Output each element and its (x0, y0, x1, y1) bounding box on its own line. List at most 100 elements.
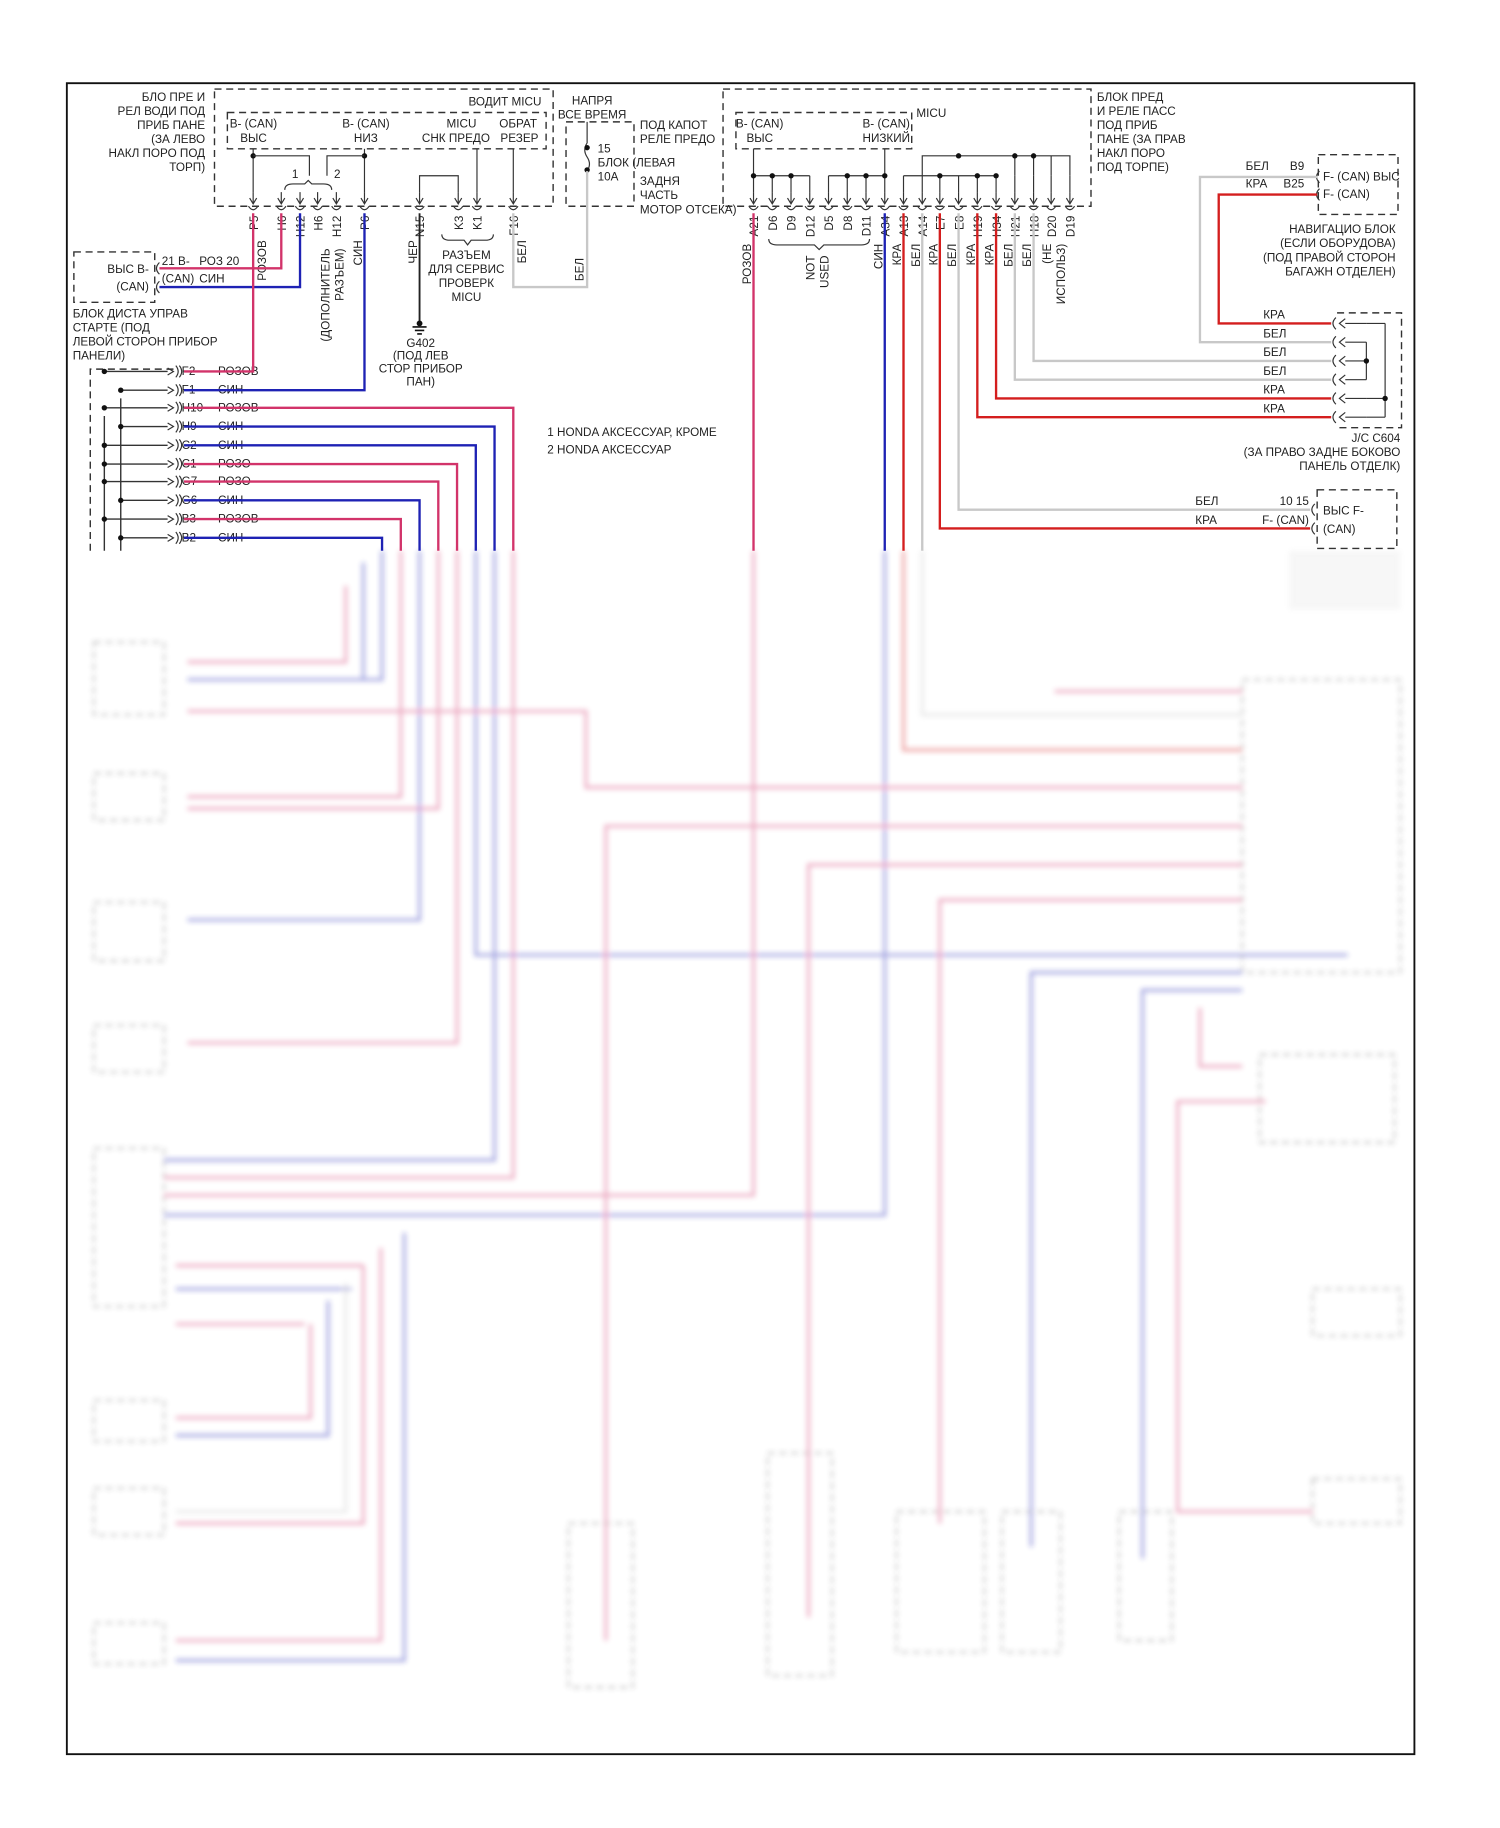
label: ВСЕ ВРЕМЯ (558, 108, 627, 121)
blurred-wire (164, 550, 496, 1162)
label: (CAN) (116, 281, 149, 294)
wire-color-label: КРА (1263, 384, 1285, 397)
fuse-box-title: ПРИБ ПАНЕ (137, 119, 205, 132)
label: 10A (598, 170, 619, 183)
wire-f16-white (512, 171, 589, 289)
label: СТАРТЕ (ПОД (73, 322, 150, 335)
blurred-component (1311, 1288, 1402, 1337)
label: (ПОД ПРАВОЙ СТОРОН (1263, 251, 1396, 264)
blurred-wire (1176, 1100, 1313, 1514)
navigation-unit (1317, 153, 1399, 216)
junction-dot (101, 478, 108, 485)
connector-socket-icon (155, 262, 160, 275)
blurred-component (93, 1487, 165, 1536)
label: 1 (292, 168, 299, 181)
connector-pin-icon (1332, 392, 1346, 405)
fuse-box-title: НАКЛ ПОРО ПОД (109, 147, 206, 160)
wire-color-label: КРА (891, 244, 904, 266)
label: 21 B- (162, 255, 190, 268)
label: G402 (406, 337, 435, 350)
connector-pin-icon (1009, 192, 1021, 211)
pin-label: D11 (861, 216, 874, 237)
connector-pin-icon (1332, 335, 1346, 349)
wire-color-label: СИН (872, 244, 885, 269)
junction-dot (1382, 395, 1388, 402)
blurred-label-block (1289, 550, 1401, 610)
blurred-wire (902, 550, 1243, 752)
wire-color-label: БЕЛ (1021, 244, 1034, 267)
pin-label: A13 (898, 216, 911, 237)
label: NOT (804, 255, 817, 280)
blurred-wire (807, 863, 1243, 1618)
blurred-component (766, 1452, 833, 1677)
label: B25 (1283, 177, 1304, 190)
pin-label: D12 (804, 216, 817, 237)
pin-label: H34 (991, 215, 1004, 237)
connector-pin-icon (167, 401, 183, 415)
label: ЛЕВОЙ СТОРОН ПРИБОР (73, 336, 218, 349)
connector-pin-icon (842, 192, 853, 211)
connector-pin-icon (804, 192, 815, 211)
wire-color-label: БЕЛ (910, 244, 923, 267)
pin-label: P5 (248, 215, 261, 230)
label: (CAN) (162, 272, 195, 285)
label: B9 (1290, 160, 1304, 173)
connector-pin-icon (860, 192, 872, 211)
wire-e8-white (957, 213, 1311, 511)
option-2-line (326, 155, 365, 176)
pin-label: D9 (786, 216, 799, 231)
label: СТОР ПРИБОР (379, 363, 463, 376)
connector-pin-icon (167, 531, 183, 545)
connector-pin-icon (167, 439, 183, 452)
junction-dot (118, 497, 124, 504)
left-connector-outline (89, 368, 176, 551)
wire-h18-white (1032, 213, 1332, 363)
blurred-wire (187, 550, 403, 799)
label: ЧЕР (407, 240, 420, 264)
wire-color-label: КРА (1263, 402, 1285, 415)
connector-pin-icon (471, 192, 483, 211)
wire-h21-white (1013, 213, 1332, 381)
label: (НЕ (1041, 244, 1054, 264)
connector-pin-icon (167, 475, 183, 488)
pin-label: H12 (295, 216, 308, 237)
label: 2 (334, 168, 341, 181)
label: (CAN) (1323, 523, 1356, 536)
label: СИН (199, 272, 224, 285)
pin-label: A21 (748, 216, 761, 237)
connector-pin-icon (972, 192, 983, 211)
pin-label: A34 (879, 215, 892, 236)
junction-dot (584, 167, 590, 173)
junction-dot (101, 368, 108, 375)
label: РАЗЪЕМ) (333, 248, 346, 301)
fuse-box-title: (ЗА ЛЕВО (151, 133, 205, 146)
junction-dot (863, 173, 869, 179)
label: ПАН) (406, 376, 435, 389)
option-note: 2 HONDA АКСЕССУАР (547, 443, 671, 456)
connector-pin-icon (294, 192, 306, 211)
connector-pin-icon (934, 192, 946, 211)
ground-dot (416, 320, 423, 327)
label: СНК ПРЕДО (422, 132, 490, 145)
connector-pin-icon (276, 192, 287, 211)
label: БАГАЖН ОТДЕЛЕН) (1285, 265, 1396, 278)
blurred-component (93, 1399, 165, 1443)
blurred-wire (187, 709, 1243, 789)
blurred-wire (1029, 971, 1243, 1547)
label: НАПРЯ (572, 94, 613, 107)
connector-socket-icon (1311, 503, 1316, 517)
label: КРА (1195, 514, 1217, 527)
label: НАВИГАЦИО БЛОК (1289, 223, 1396, 236)
ground-jumper (418, 175, 459, 193)
pin-label: D5 (823, 215, 836, 230)
blurred-wire (164, 550, 887, 1217)
wire-b3 (184, 517, 402, 551)
wire-h12-blue (159, 213, 302, 289)
connector-pin-icon (1332, 373, 1346, 386)
junction-dot (993, 173, 999, 179)
label: ВЫС B- (107, 263, 149, 276)
pin-label: H12 (331, 216, 344, 237)
blurred-wire (604, 824, 1243, 1641)
pin-label: D8 (842, 216, 855, 231)
connector-pin-icon (898, 192, 909, 211)
